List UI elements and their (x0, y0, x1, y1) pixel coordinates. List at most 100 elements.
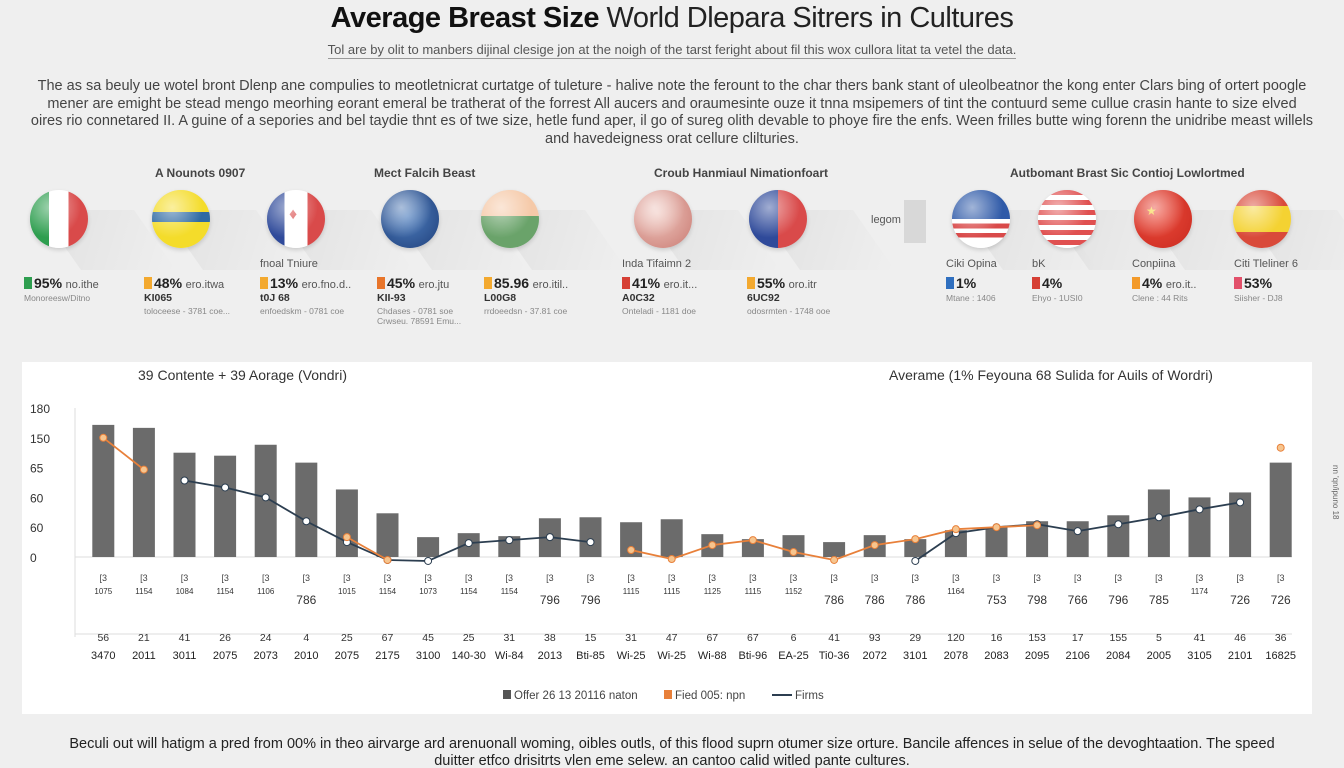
x-glyph-label: [3 (506, 573, 514, 583)
stat-swatch (1234, 277, 1242, 289)
bar (376, 513, 399, 557)
y-tick-label: 150 (30, 432, 50, 446)
x-category-label: 140-30 (452, 650, 486, 662)
x-top-number: 25 (463, 632, 475, 644)
x-top-number: 47 (666, 632, 678, 644)
bar (782, 535, 805, 557)
x-sub-label: 1115 (663, 587, 680, 596)
x-top-number: 67 (747, 632, 759, 644)
bar (985, 527, 1008, 557)
stat-note: Onteladi - 1181 doe (622, 306, 697, 316)
legend-swatch-bars (503, 690, 511, 699)
x-glyph-label: [3 (790, 573, 798, 583)
orange-point (627, 546, 636, 555)
side-text: nn 'qn/ipuno 18 (1331, 465, 1340, 520)
x-top-number: 4 (303, 632, 309, 644)
x-category-label: Wi-84 (495, 650, 524, 662)
bar (660, 519, 683, 557)
flag-caption: Inda Tifaimn 2 (622, 258, 692, 270)
x-category-label: 3100 (416, 650, 440, 662)
x-category-label: 2075 (213, 650, 237, 662)
stat-detail: ero.fno.d.. (301, 279, 352, 291)
orange-point (951, 525, 960, 534)
x-top-number: 153 (1028, 632, 1046, 644)
stat-swatch (484, 277, 492, 289)
x-sub-label: 786 (824, 593, 844, 607)
x-glyph-label: [3 (100, 573, 108, 583)
stat-code: KI065 (144, 292, 173, 304)
x-top-number: 31 (503, 632, 515, 644)
chart-title-left: 39 Contente + 39 Aorage (Vondri) (138, 367, 347, 383)
x-top-number: 155 (1110, 632, 1128, 644)
flag-china-icon: ★ (1134, 190, 1192, 248)
x-top-number: 67 (706, 632, 718, 644)
subtitle-link[interactable]: Tol are by olit to manbers dijinal clesi… (327, 42, 1017, 59)
stat-swatch (1032, 277, 1040, 289)
title-rest: World Dlepara Sitrers in Cultures (598, 2, 1014, 34)
x-category-label: 2095 (1025, 650, 1049, 662)
x-top-number: 38 (544, 632, 556, 644)
flag-palestine-like-icon (481, 190, 539, 248)
x-sub-label: 1154 (460, 587, 478, 596)
stat-note: Chdases - 0781 soe (377, 306, 454, 316)
x-glyph-label: [3 (627, 573, 635, 583)
x-glyph-label: [3 (140, 573, 148, 583)
x-sub-label: 766 (1068, 593, 1088, 607)
x-category-label: 2078 (944, 650, 968, 662)
y-tick-label: 180 (30, 402, 50, 416)
x-glyph-label: [3 (871, 573, 879, 583)
flag-malaysia-like-icon (952, 190, 1010, 248)
flag-usa-uk-icon (1038, 190, 1096, 248)
x-category-label: 3470 (91, 650, 115, 662)
orange-point (383, 555, 392, 564)
bar (417, 537, 440, 557)
stat-swatch (946, 277, 954, 289)
x-glyph-label: [3 (1196, 573, 1204, 583)
x-category-label: 2073 (253, 650, 277, 662)
x-sub-label: 1154 (379, 587, 397, 596)
navy-point (545, 533, 554, 542)
x-sub-label: 796 (1108, 593, 1128, 607)
orange-point (789, 548, 798, 557)
orange-line (346, 536, 388, 561)
bar (92, 424, 115, 557)
x-category-label: Wi-88 (698, 650, 727, 662)
group-title: A Nounots 0907 (155, 166, 246, 180)
x-glyph-label: [3 (830, 573, 838, 583)
stat-note: odosrmten - 1748 ooe (747, 306, 831, 316)
stat-swatch (144, 277, 152, 289)
x-sub-label: 786 (865, 593, 885, 607)
y-tick-label: 60 (30, 521, 44, 535)
stat-note: Monoreesw/Ditno (24, 293, 91, 303)
stat-percent: 1% (956, 275, 977, 291)
x-sub-label: 1075 (94, 587, 112, 596)
stat-detail: ero.itwa (185, 279, 225, 291)
flag-map-texture-icon (634, 190, 692, 248)
x-top-number: 6 (791, 632, 797, 644)
bar (741, 539, 764, 557)
stat-swatch (622, 277, 630, 289)
x-glyph-label: [3 (668, 573, 676, 583)
x-glyph-label: [3 (262, 573, 270, 583)
x-glyph-label: [3 (303, 573, 311, 583)
stat-percent: 41% (632, 275, 661, 291)
stat-code: t0J 68 (260, 292, 290, 304)
navy-point (1236, 498, 1245, 507)
x-top-number: 41 (179, 632, 191, 644)
navy-point (586, 538, 595, 547)
bar (132, 427, 155, 557)
stat-swatch (260, 277, 268, 289)
stat-note: toloceese - 3781 coe... (144, 306, 231, 316)
orange-point (667, 554, 676, 563)
x-top-number: 24 (260, 632, 272, 644)
x-sub-label: 1073 (419, 587, 437, 596)
x-category-label: 2075 (335, 650, 359, 662)
stat-code: L00G8 (484, 292, 517, 304)
x-glyph-label: [3 (221, 573, 229, 583)
x-top-number: 25 (341, 632, 353, 644)
navy-point (424, 556, 433, 565)
flag-caption: Conpiina (1132, 258, 1176, 270)
x-glyph-label: [3 (749, 573, 757, 583)
x-category-label: Bti-85 (576, 650, 605, 662)
